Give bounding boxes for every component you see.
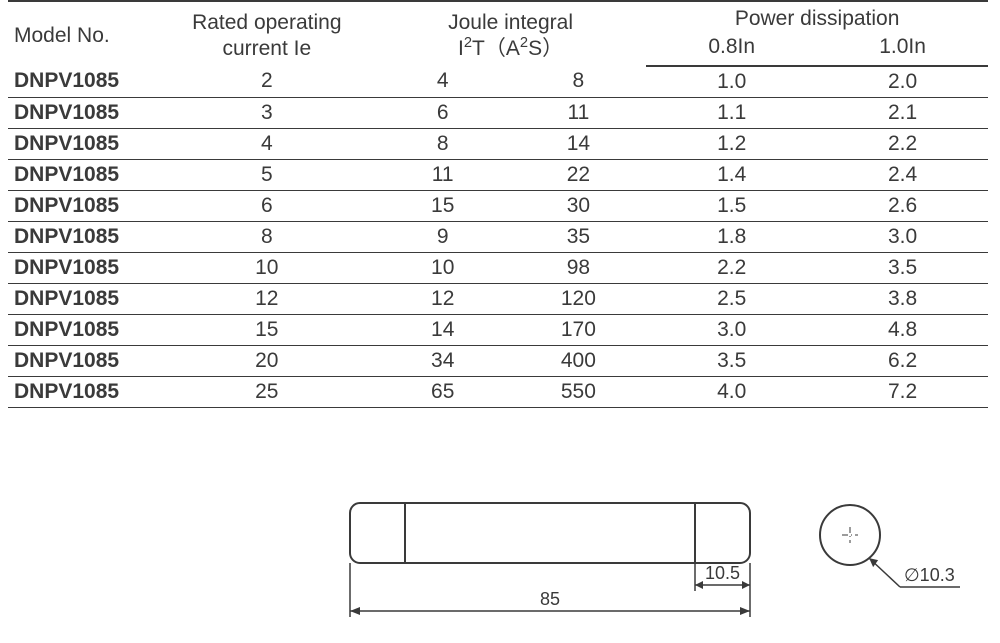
cell-p08: 1.1 (646, 97, 817, 128)
cell-p08: 3.0 (646, 314, 817, 345)
cell-model: DNPV1085 (8, 159, 159, 190)
table-row: DNPV108536111.12.1 (8, 97, 988, 128)
spec-table: Model No. Rated operating current Ie Jou… (8, 0, 988, 408)
cell-model: DNPV1085 (8, 314, 159, 345)
cell-p08: 3.5 (646, 345, 817, 376)
th-rated-current: Rated operating current Ie (159, 1, 375, 66)
table-row: DNPV108520344003.56.2 (8, 345, 988, 376)
cell-p10: 2.4 (817, 159, 988, 190)
cell-ie: 20 (159, 345, 375, 376)
cell-p10: 3.0 (817, 221, 988, 252)
cell-model: DNPV1085 (8, 221, 159, 252)
spec-table-body: DNPV10852481.02.0DNPV108536111.12.1DNPV1… (8, 66, 988, 408)
table-row: DNPV108548141.22.2 (8, 128, 988, 159)
cell-j2: 35 (511, 221, 647, 252)
cell-p10: 3.8 (817, 283, 988, 314)
cell-j1: 15 (375, 190, 511, 221)
cell-j1: 65 (375, 376, 511, 407)
cell-j1: 4 (375, 66, 511, 98)
th-model: Model No. (8, 1, 159, 66)
cell-j1: 12 (375, 283, 511, 314)
table-row: DNPV1085615301.52.6 (8, 190, 988, 221)
cell-j2: 14 (511, 128, 647, 159)
cell-ie: 25 (159, 376, 375, 407)
cell-p08: 2.2 (646, 252, 817, 283)
cell-j2: 170 (511, 314, 647, 345)
svg-text:10.5: 10.5 (705, 563, 740, 583)
cell-model: DNPV1085 (8, 128, 159, 159)
cell-model: DNPV1085 (8, 252, 159, 283)
cell-ie: 12 (159, 283, 375, 314)
cell-ie: 5 (159, 159, 375, 190)
cell-ie: 10 (159, 252, 375, 283)
cell-j2: 550 (511, 376, 647, 407)
cell-j2: 11 (511, 97, 647, 128)
cell-ie: 4 (159, 128, 375, 159)
th-p08: 0.8In (646, 34, 817, 65)
cell-model: DNPV1085 (8, 376, 159, 407)
cell-j2: 30 (511, 190, 647, 221)
cell-ie: 6 (159, 190, 375, 221)
cell-p10: 2.2 (817, 128, 988, 159)
svg-text:85: 85 (540, 589, 560, 609)
cell-p08: 1.2 (646, 128, 817, 159)
table-row: DNPV108515141703.04.8 (8, 314, 988, 345)
cell-j2: 22 (511, 159, 647, 190)
spec-table-container: Model No. Rated operating current Ie Jou… (8, 0, 988, 408)
table-row: DNPV108512121202.53.8 (8, 283, 988, 314)
cell-p08: 1.8 (646, 221, 817, 252)
table-row: DNPV10852481.02.0 (8, 66, 988, 98)
cell-model: DNPV1085 (8, 66, 159, 98)
cell-model: DNPV1085 (8, 97, 159, 128)
th-joule-l2: I2T（A2S） (458, 37, 563, 60)
cell-model: DNPV1085 (8, 190, 159, 221)
cell-model: DNPV1085 (8, 345, 159, 376)
cell-p08: 1.4 (646, 159, 817, 190)
cell-j1: 8 (375, 128, 511, 159)
cell-p08: 1.5 (646, 190, 817, 221)
cell-j2: 98 (511, 252, 647, 283)
cell-model: DNPV1085 (8, 283, 159, 314)
cell-j1: 9 (375, 221, 511, 252)
cell-ie: 15 (159, 314, 375, 345)
cell-ie: 2 (159, 66, 375, 98)
cell-j1: 14 (375, 314, 511, 345)
cell-p10: 3.5 (817, 252, 988, 283)
table-row: DNPV10851010982.23.5 (8, 252, 988, 283)
table-row: DNPV108525655504.07.2 (8, 376, 988, 407)
cell-p08: 1.0 (646, 66, 817, 98)
cell-j1: 10 (375, 252, 511, 283)
fuse-dimension-diagram: 10.5 85 ∅10.3 (330, 495, 970, 635)
cell-p10: 6.2 (817, 345, 988, 376)
cell-j2: 120 (511, 283, 647, 314)
th-joule-l1: Joule integral (448, 11, 573, 34)
cell-j2: 400 (511, 345, 647, 376)
cell-p10: 7.2 (817, 376, 988, 407)
table-row: DNPV108589351.83.0 (8, 221, 988, 252)
th-joule: Joule integral I2T（A2S） (375, 1, 646, 66)
cell-j2: 8 (511, 66, 647, 98)
cell-p08: 4.0 (646, 376, 817, 407)
cell-p08: 2.5 (646, 283, 817, 314)
cell-p10: 2.0 (817, 66, 988, 98)
th-p10: 1.0In (817, 34, 988, 65)
cell-j1: 6 (375, 97, 511, 128)
cell-ie: 8 (159, 221, 375, 252)
th-power: Power dissipation (646, 1, 988, 34)
svg-text:∅10.3: ∅10.3 (904, 565, 955, 585)
cell-j1: 34 (375, 345, 511, 376)
cell-j1: 11 (375, 159, 511, 190)
cell-p10: 2.1 (817, 97, 988, 128)
cell-p10: 4.8 (817, 314, 988, 345)
cell-p10: 2.6 (817, 190, 988, 221)
table-row: DNPV1085511221.42.4 (8, 159, 988, 190)
th-rated-current-l1: Rated operating (192, 11, 341, 34)
cell-ie: 3 (159, 97, 375, 128)
th-rated-current-l2: current Ie (222, 37, 311, 60)
